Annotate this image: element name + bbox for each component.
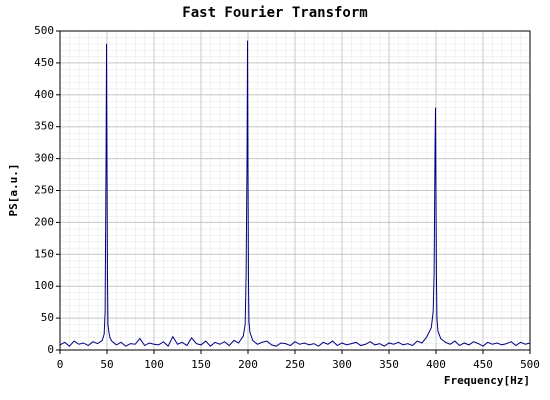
x-axis-label: Frequency[Hz] <box>444 374 530 387</box>
x-tick-label: 50 <box>100 358 113 371</box>
x-tick-label: 250 <box>285 358 305 371</box>
x-tick-label: 150 <box>191 358 211 371</box>
x-tick-label: 450 <box>473 358 493 371</box>
x-tick-label: 350 <box>379 358 399 371</box>
y-tick-label: 350 <box>34 120 54 133</box>
x-tick-label: 500 <box>520 358 540 371</box>
x-tick-label: 400 <box>426 358 446 371</box>
spectrum-line <box>59 40 531 348</box>
x-tick-label: 200 <box>238 358 258 371</box>
y-tick-label: 400 <box>34 88 54 101</box>
x-tick-label: 300 <box>332 358 352 371</box>
y-tick-label: 50 <box>41 311 54 324</box>
y-axis-label: PS[a.u.] <box>7 164 20 217</box>
y-tick-label: 500 <box>34 24 54 37</box>
y-tick-label: 450 <box>34 56 54 69</box>
y-tick-label: 150 <box>34 247 54 260</box>
y-tick-label: 100 <box>34 279 54 292</box>
chart-title: Fast Fourier Transform <box>182 5 367 21</box>
y-tick-label: 300 <box>34 152 54 165</box>
y-tick-label: 250 <box>34 184 54 197</box>
x-tick-label: 100 <box>144 358 164 371</box>
y-tick-label: 0 <box>47 343 54 356</box>
x-tick-label: 0 <box>57 358 64 371</box>
y-tick-label: 200 <box>34 215 54 228</box>
